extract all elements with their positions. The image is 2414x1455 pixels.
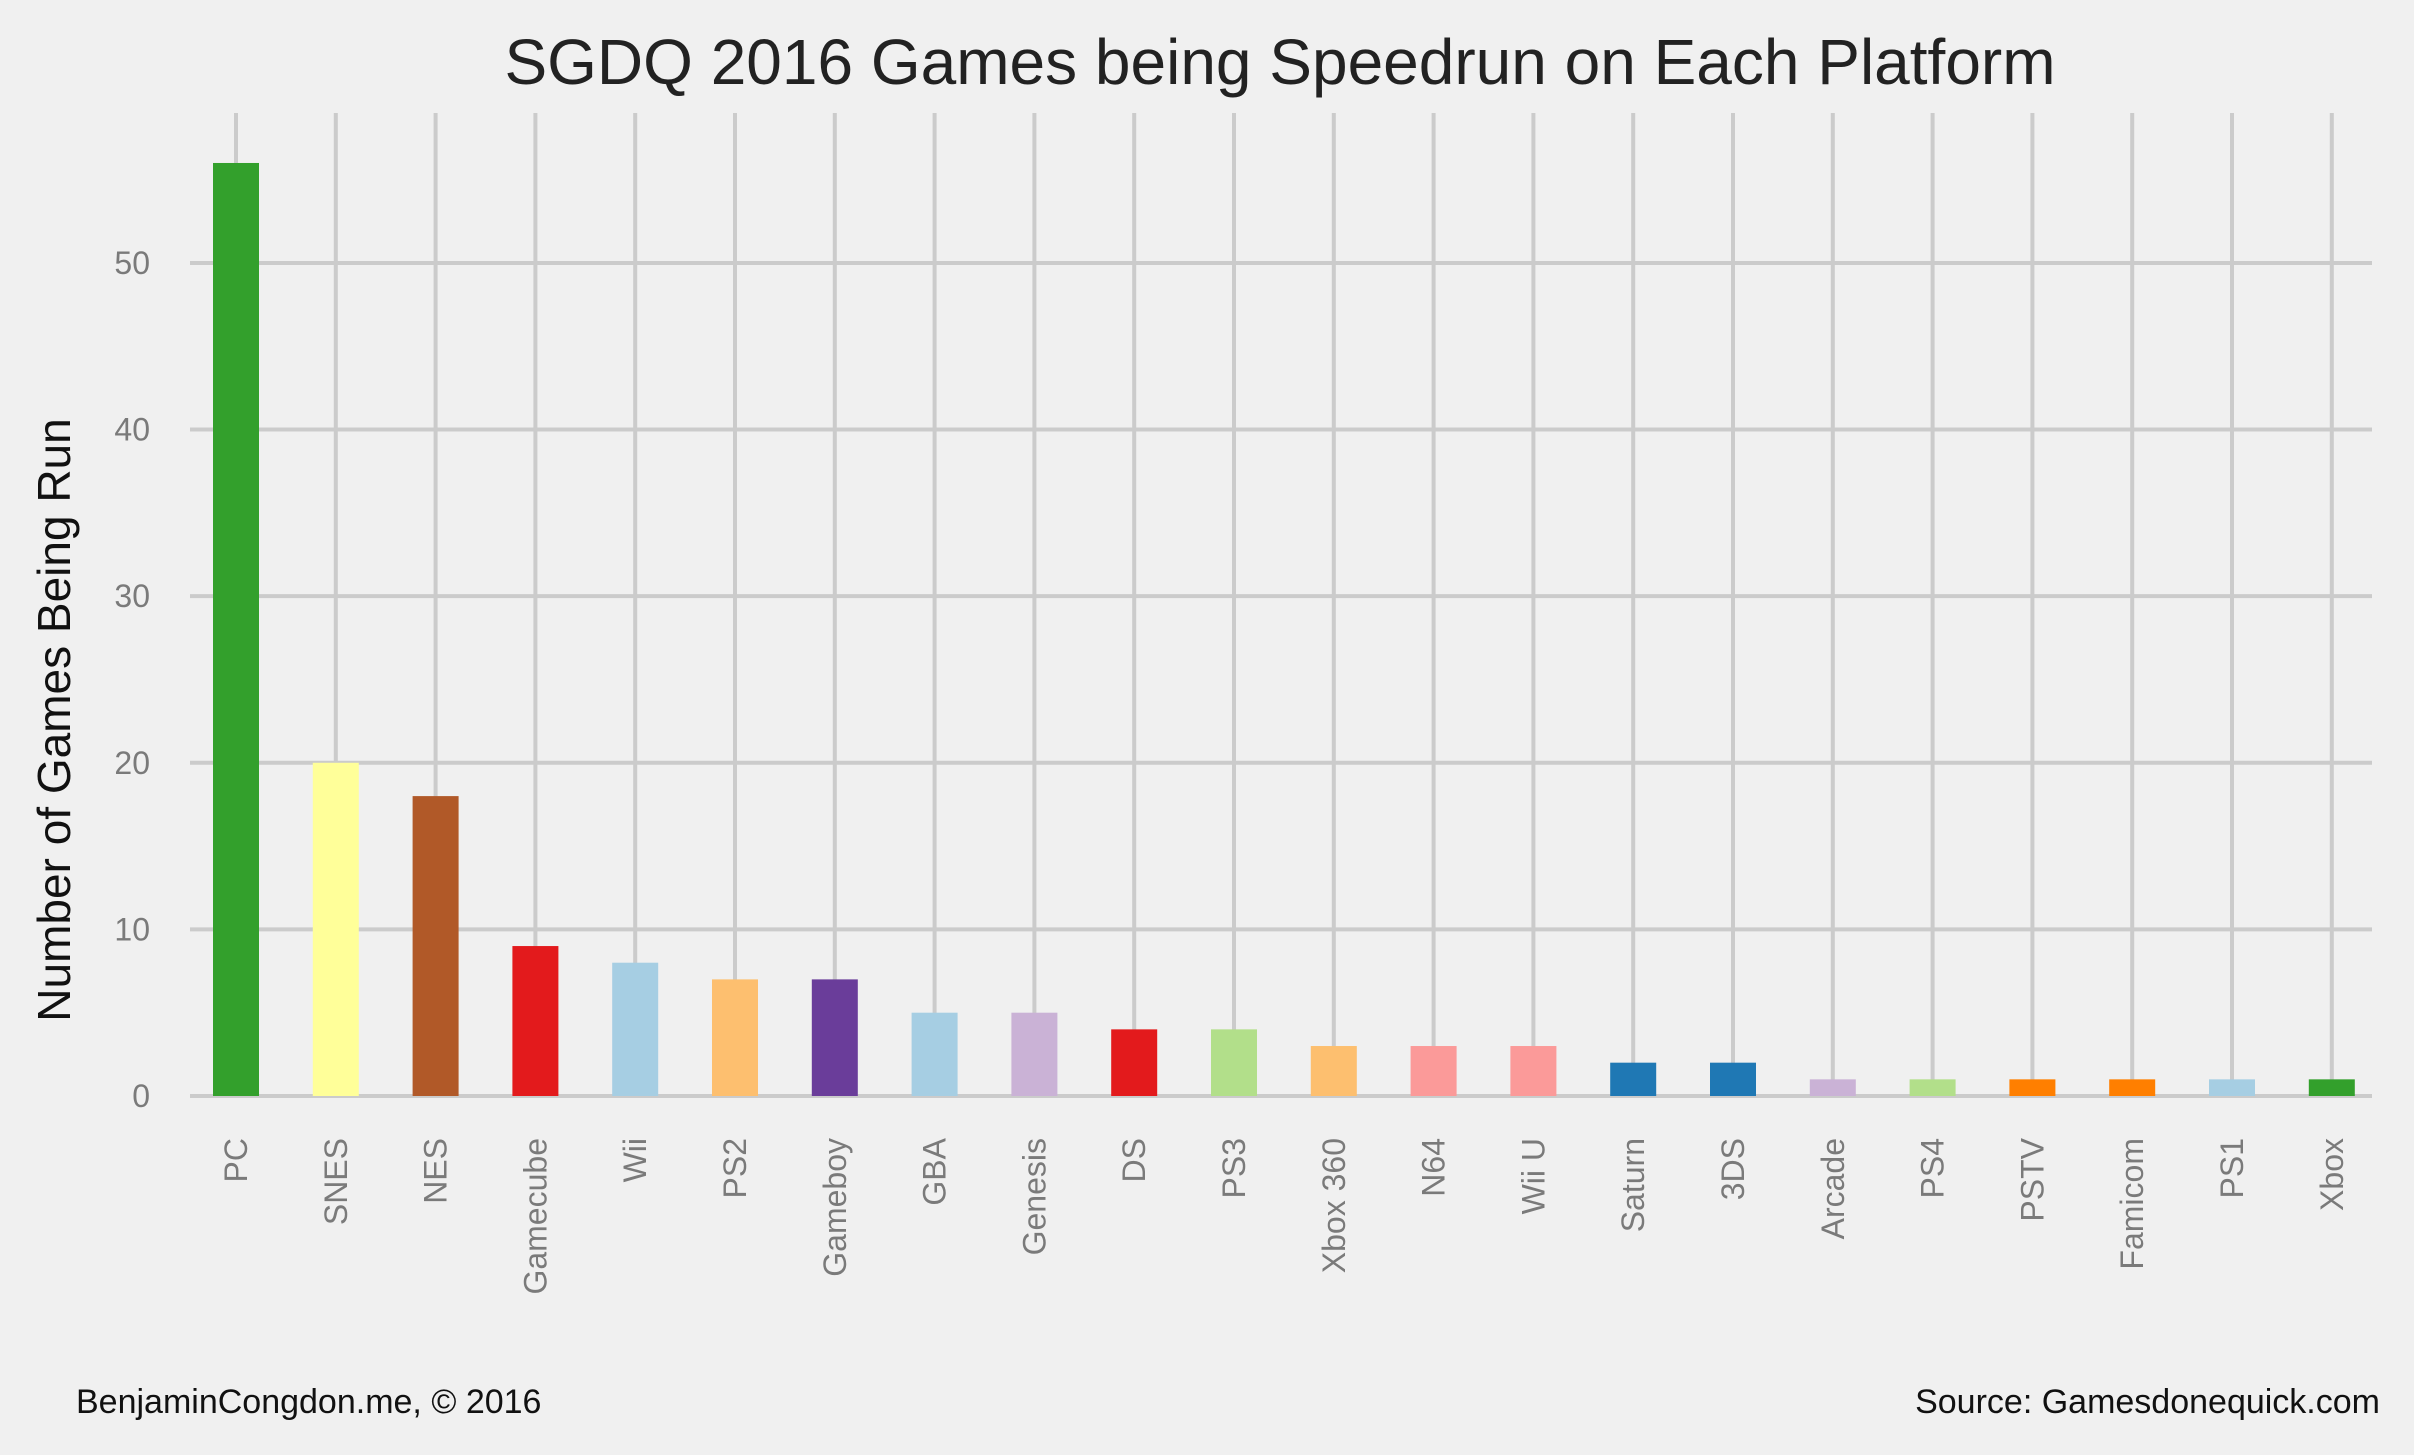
x-tick-label: Genesis [1016,1138,1052,1255]
bar [2109,1079,2156,1096]
x-tick-label: PSTV [2014,1137,2050,1221]
bar [1710,1062,1756,1096]
bar [1211,1029,1257,1096]
chart-title: SGDQ 2016 Games being Speedrun on Each P… [504,26,2055,98]
x-tick-label: NES [418,1138,454,1204]
y-tick-label: 50 [114,245,150,281]
y-axis-label: Number of Games Being Run [28,418,80,1021]
x-tick-label: Saturn [1615,1138,1651,1232]
bars [213,162,2355,1097]
bar [1809,1079,1856,1096]
grid [190,113,2372,1098]
x-tick-label: Wii U [1515,1138,1551,1214]
y-tick-labels: 0 10 20 30 40 50 [114,245,150,1114]
bar [1111,1029,1158,1096]
bar [1510,1046,1557,1096]
x-tick-label: Famicom [2114,1138,2150,1270]
x-tick-label: 3DS [1715,1138,1751,1200]
bar [1011,1012,1058,1096]
x-tick-label: PC [218,1138,254,1182]
x-tick-label: PS3 [1216,1138,1252,1198]
y-tick-label: 30 [114,578,150,614]
bar [1610,1062,1657,1096]
x-tick-labels: PC SNES NES Gamecube Wii PS2 Gameboy GBA Genesis… [218,1137,2350,1294]
bar [312,762,359,1096]
x-tick-label: Arcade [1815,1138,1851,1239]
x-tick-label: PS2 [717,1138,753,1198]
y-tick-label: 20 [114,745,150,781]
bar [2009,1079,2056,1096]
bar [512,946,559,1096]
x-tick-label: PS1 [2214,1138,2250,1198]
bar [911,1012,958,1096]
bar [1310,1046,1357,1096]
x-tick-label: Xbox [2314,1138,2350,1211]
bar [2308,1079,2355,1096]
bar [1410,1046,1457,1096]
footer-credit: BenjaminCongdon.me, © 2016 [76,1383,541,1421]
bar [612,962,659,1096]
y-tick-label: 10 [114,911,150,947]
bar [412,796,459,1096]
bar [1909,1079,1956,1096]
bar [712,979,758,1096]
x-tick-label: Gameboy [817,1138,853,1277]
y-tick-label: 40 [114,412,150,448]
x-tick-label: Xbox 360 [1316,1138,1352,1273]
x-tick-label: Wii [617,1138,653,1182]
x-tick-label: Gamecube [517,1138,553,1295]
x-tick-label: PS4 [1915,1138,1951,1198]
y-tick-label: 0 [132,1078,150,1114]
x-tick-label: DS [1116,1138,1152,1182]
bar [811,979,858,1096]
bar [2209,1079,2255,1096]
x-tick-label: GBA [917,1137,953,1205]
x-tick-label: N64 [1416,1138,1452,1197]
bar [213,162,259,1097]
x-tick-label: SNES [318,1138,354,1225]
footer-source: Source: Gamesdonequick.com [1915,1383,2380,1421]
